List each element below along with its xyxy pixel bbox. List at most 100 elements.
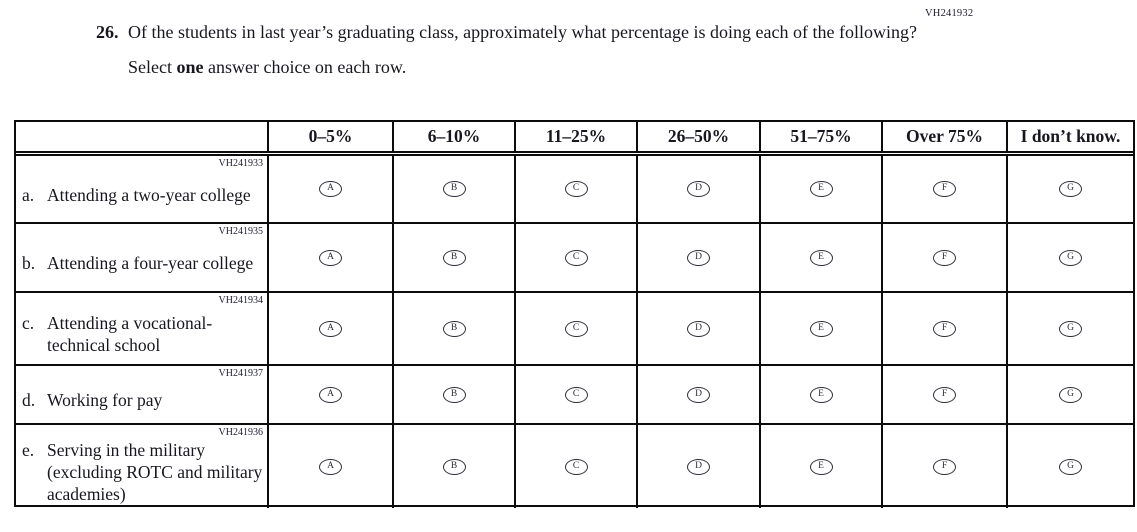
answer-bubble-a-E[interactable]: E [809,181,833,197]
answer-bubble-a-C[interactable]: C [564,181,588,197]
answer-cell-b-51-75: E [759,224,881,291]
answer-cell-b-11-25: C [514,224,636,291]
row-text: Attending a two-year college [47,184,251,205]
answer-bubble-e-F[interactable]: F [933,458,956,475]
header-26-50: 26–50% [636,122,759,151]
answer-bubble-a-F[interactable]: F [933,181,956,197]
answer-bubble-c-G[interactable]: G [1059,320,1082,337]
instruction-bold-word: one [176,57,204,77]
answer-cell-a-51-75: E [759,156,881,222]
answer-bubble-b-G[interactable]: G [1059,249,1082,266]
answer-cell-e-over-75: F [881,425,1006,508]
answer-cell-e-11-25: C [514,425,636,508]
answer-cell-c-11-25: C [514,293,636,364]
answer-bubble-a-B[interactable]: B [442,181,466,197]
accession-code: VH241932 [925,8,974,19]
answer-cell-a-dont-know: G [1006,156,1133,222]
row-label-cell: VH241936 e. Serving in the military (excl… [16,425,267,508]
table-header-row: 0–5% 6–10% 11–25% 26–50% 51–75% Over 75%… [16,122,1133,156]
row-label-cell: VH241934 c. Attending a vocational-techni… [16,293,267,364]
answer-bubble-e-G[interactable]: G [1059,458,1082,475]
answer-bubble-a-D[interactable]: D [687,181,710,197]
answer-cell-b-6-10: B [392,224,514,291]
answer-cell-c-over-75: F [881,293,1006,364]
answer-bubble-e-B[interactable]: B [442,458,466,475]
answer-bubble-d-E[interactable]: E [809,386,833,403]
answer-cell-a-11-25: C [514,156,636,222]
answer-bubble-e-D[interactable]: D [687,458,710,475]
answer-bubble-c-F[interactable]: F [933,320,956,337]
table-row-e: VH241936 e. Serving in the military (excl… [16,423,1133,508]
header-0-5: 0–5% [267,122,392,151]
answer-cell-c-26-50: D [636,293,759,364]
answer-cell-d-11-25: C [514,366,636,423]
answer-cell-a-0-5: A [267,156,392,222]
answer-bubble-b-D[interactable]: D [687,249,710,266]
answer-cell-e-0-5: A [267,425,392,508]
answer-cell-b-over-75: F [881,224,1006,291]
header-empty-cell [16,122,267,151]
row-label-cell: VH241933 a. Attending a two-year college [16,156,267,222]
table-row-b: VH241935 b. Attending a four-year college… [16,222,1133,291]
answer-bubble-d-B[interactable]: B [442,386,466,403]
row-label-cell: VH241937 d. Working for pay [16,366,267,423]
row-letter: c. [22,313,35,333]
answer-bubble-a-A[interactable]: A [319,181,342,197]
answer-cell-a-over-75: F [881,156,1006,222]
question-instruction: Select one answer choice on each row. [128,55,918,80]
answer-matrix-table: 0–5% 6–10% 11–25% 26–50% 51–75% Over 75%… [14,120,1135,508]
answer-bubble-b-C[interactable]: C [564,249,588,266]
answer-cell-c-6-10: B [392,293,514,364]
answer-cell-a-26-50: D [636,156,759,222]
answer-cell-e-26-50: D [636,425,759,508]
answer-cell-d-26-50: D [636,366,759,423]
header-over-75: Over 75% [881,122,1006,151]
answer-bubble-d-G[interactable]: G [1059,386,1082,403]
question-number: 26. [96,22,119,42]
answer-bubble-c-B[interactable]: B [442,320,466,337]
question-text: Of the students in last year’s graduatin… [128,22,917,42]
answer-cell-c-51-75: E [759,293,881,364]
answer-cell-b-0-5: A [267,224,392,291]
row-letter: d. [22,390,36,410]
instruction-prefix: Select [128,57,177,77]
answer-bubble-a-G[interactable]: G [1059,181,1082,197]
table-row-d: VH241937 d. Working for pay A B C D E F G [16,364,1133,423]
answer-cell-d-6-10: B [392,366,514,423]
answer-bubble-c-D[interactable]: D [687,320,710,337]
answer-bubble-d-C[interactable]: C [564,386,588,403]
answer-bubble-d-A[interactable]: A [319,386,342,403]
row-label-cell: VH241935 b. Attending a four-year college [16,224,267,291]
answer-cell-b-26-50: D [636,224,759,291]
row-code: VH241933 [218,158,263,169]
answer-bubble-e-C[interactable]: C [564,458,588,475]
answer-cell-c-dont-know: G [1006,293,1133,364]
answer-bubble-c-E[interactable]: E [809,320,833,337]
row-letter: b. [22,253,36,273]
header-dont-know: I don’t know. [1006,122,1133,151]
header-11-25: 11–25% [514,122,636,151]
row-text: Attending a four-year college [47,253,254,273]
instruction-suffix: answer choice on each row. [203,57,407,77]
answer-cell-c-0-5: A [267,293,392,364]
answer-bubble-e-E[interactable]: E [809,458,833,475]
answer-bubble-e-A[interactable]: A [319,458,342,475]
answer-bubble-c-C[interactable]: C [564,320,588,337]
row-text: Attending a vocational-technical school [47,313,213,355]
row-text: Working for pay [47,390,163,410]
answer-bubble-b-F[interactable]: F [933,249,956,266]
row-letter: e. [22,440,35,460]
question-block: 26. Of the students in last year’s gradu… [96,20,918,80]
answer-bubble-d-D[interactable]: D [687,386,710,403]
answer-bubble-d-F[interactable]: F [933,386,956,403]
answer-bubble-b-E[interactable]: E [809,249,833,266]
row-code: VH241937 [218,368,263,379]
table-row-a: VH241933 a. Attending a two-year college … [16,156,1133,222]
answer-bubble-b-A[interactable]: A [319,249,342,266]
answer-bubble-c-A[interactable]: A [319,320,342,337]
answer-cell-d-51-75: E [759,366,881,423]
answer-cell-a-6-10: B [392,156,514,222]
answer-bubble-b-B[interactable]: B [442,249,466,266]
answer-cell-d-dont-know: G [1006,366,1133,423]
row-text: Serving in the military (excluding ROTC … [47,440,263,504]
